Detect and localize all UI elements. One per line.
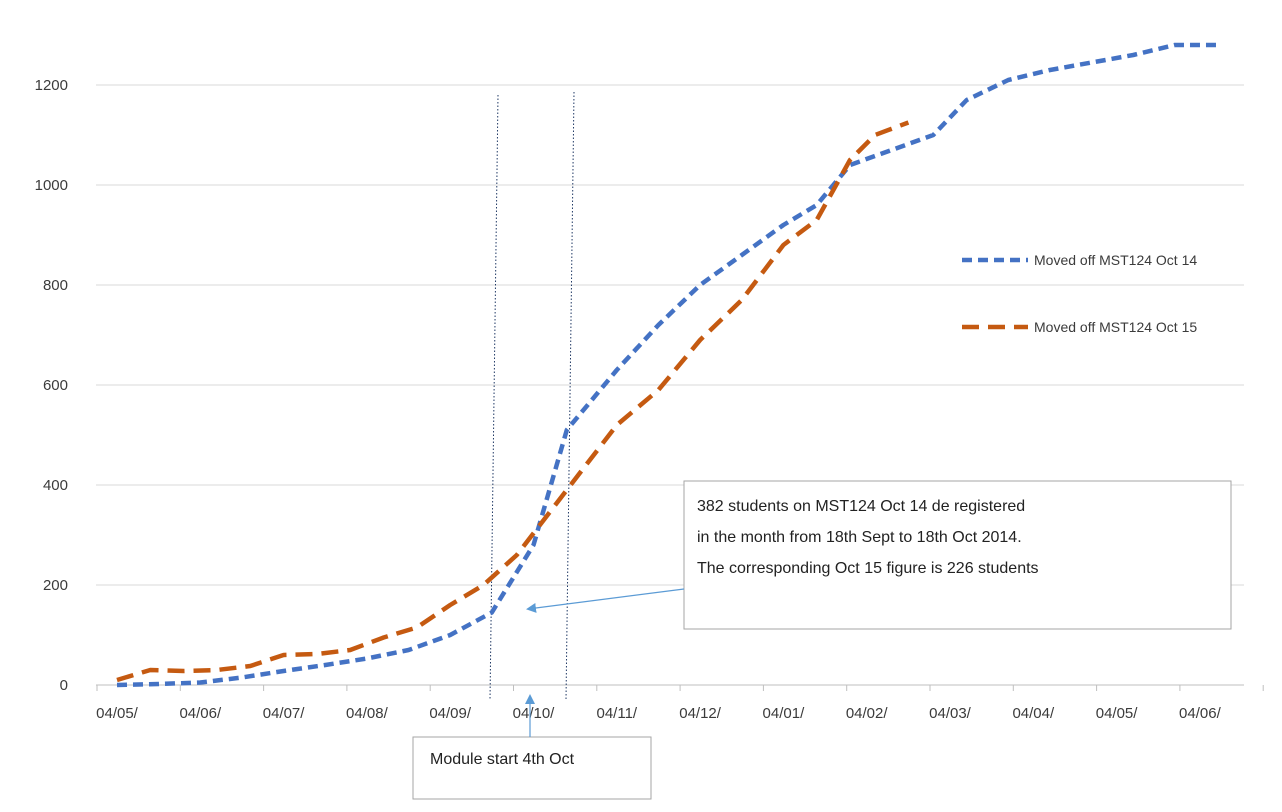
legend-label-1: Moved off MST124 Oct 14 xyxy=(1034,252,1197,268)
module-start-markers xyxy=(489,91,575,701)
x-tick-label: 04/12/ xyxy=(679,705,722,722)
marker-line xyxy=(565,91,575,701)
module-start-label: Module start 4th Oct xyxy=(430,751,575,768)
x-tick-label: 04/09/ xyxy=(429,705,472,722)
x-tick-label: 04/06/ xyxy=(1179,705,1222,722)
x-tick-label: 04/10/ xyxy=(513,705,556,722)
y-tick-label: 800 xyxy=(43,277,68,294)
x-tick-label: 04/08/ xyxy=(346,705,389,722)
x-tick-label: 04/02/ xyxy=(846,705,889,722)
x-tick-label: 04/05/ xyxy=(96,705,139,722)
gridlines xyxy=(96,84,1244,686)
x-tick-label: 04/11/ xyxy=(597,705,638,722)
callout-text-line: The corresponding Oct 15 figure is 226 s… xyxy=(697,560,1039,577)
x-tick-label: 04/07/ xyxy=(263,705,306,722)
callout-text-line: in the month from 18th Sept to 18th Oct … xyxy=(697,529,1022,546)
x-tick-label: 04/05/ xyxy=(1096,705,1139,722)
x-tick-label: 04/04/ xyxy=(1012,705,1055,722)
callout-box xyxy=(683,480,1232,630)
y-tick-label: 200 xyxy=(43,577,68,594)
x-tick-label: 04/01/ xyxy=(763,705,806,722)
y-tick-label: 400 xyxy=(43,477,68,494)
y-tick-label: 1200 xyxy=(35,77,68,94)
y-tick-label: 1000 xyxy=(35,177,68,194)
x-tick-label: 04/03/ xyxy=(929,705,972,722)
series-line-1 xyxy=(116,42,1217,688)
legend: Moved off MST124 Oct 14 Moved off MST124 … xyxy=(962,252,1197,335)
x-axis: 04/05/04/06/04/07/04/08/04/09/04/10/04/1… xyxy=(96,685,1264,722)
y-axis-tick-labels: 0 200 400 600 800 1000 1200 xyxy=(35,77,68,694)
series-lines xyxy=(116,42,1217,688)
callout-text-line: 382 students on MST124 Oct 14 de registe… xyxy=(697,498,1025,515)
module-start-box xyxy=(412,736,652,800)
x-tick-label: 04/06/ xyxy=(179,705,222,722)
y-tick-label: 0 xyxy=(60,677,68,694)
legend-label-2: Moved off MST124 Oct 15 xyxy=(1034,319,1197,335)
y-tick-label: 600 xyxy=(43,377,68,394)
marker-line xyxy=(489,94,499,701)
callout-arrow xyxy=(526,588,685,613)
annotations: 382 students on MST124 Oct 14 de registe… xyxy=(412,480,1232,800)
